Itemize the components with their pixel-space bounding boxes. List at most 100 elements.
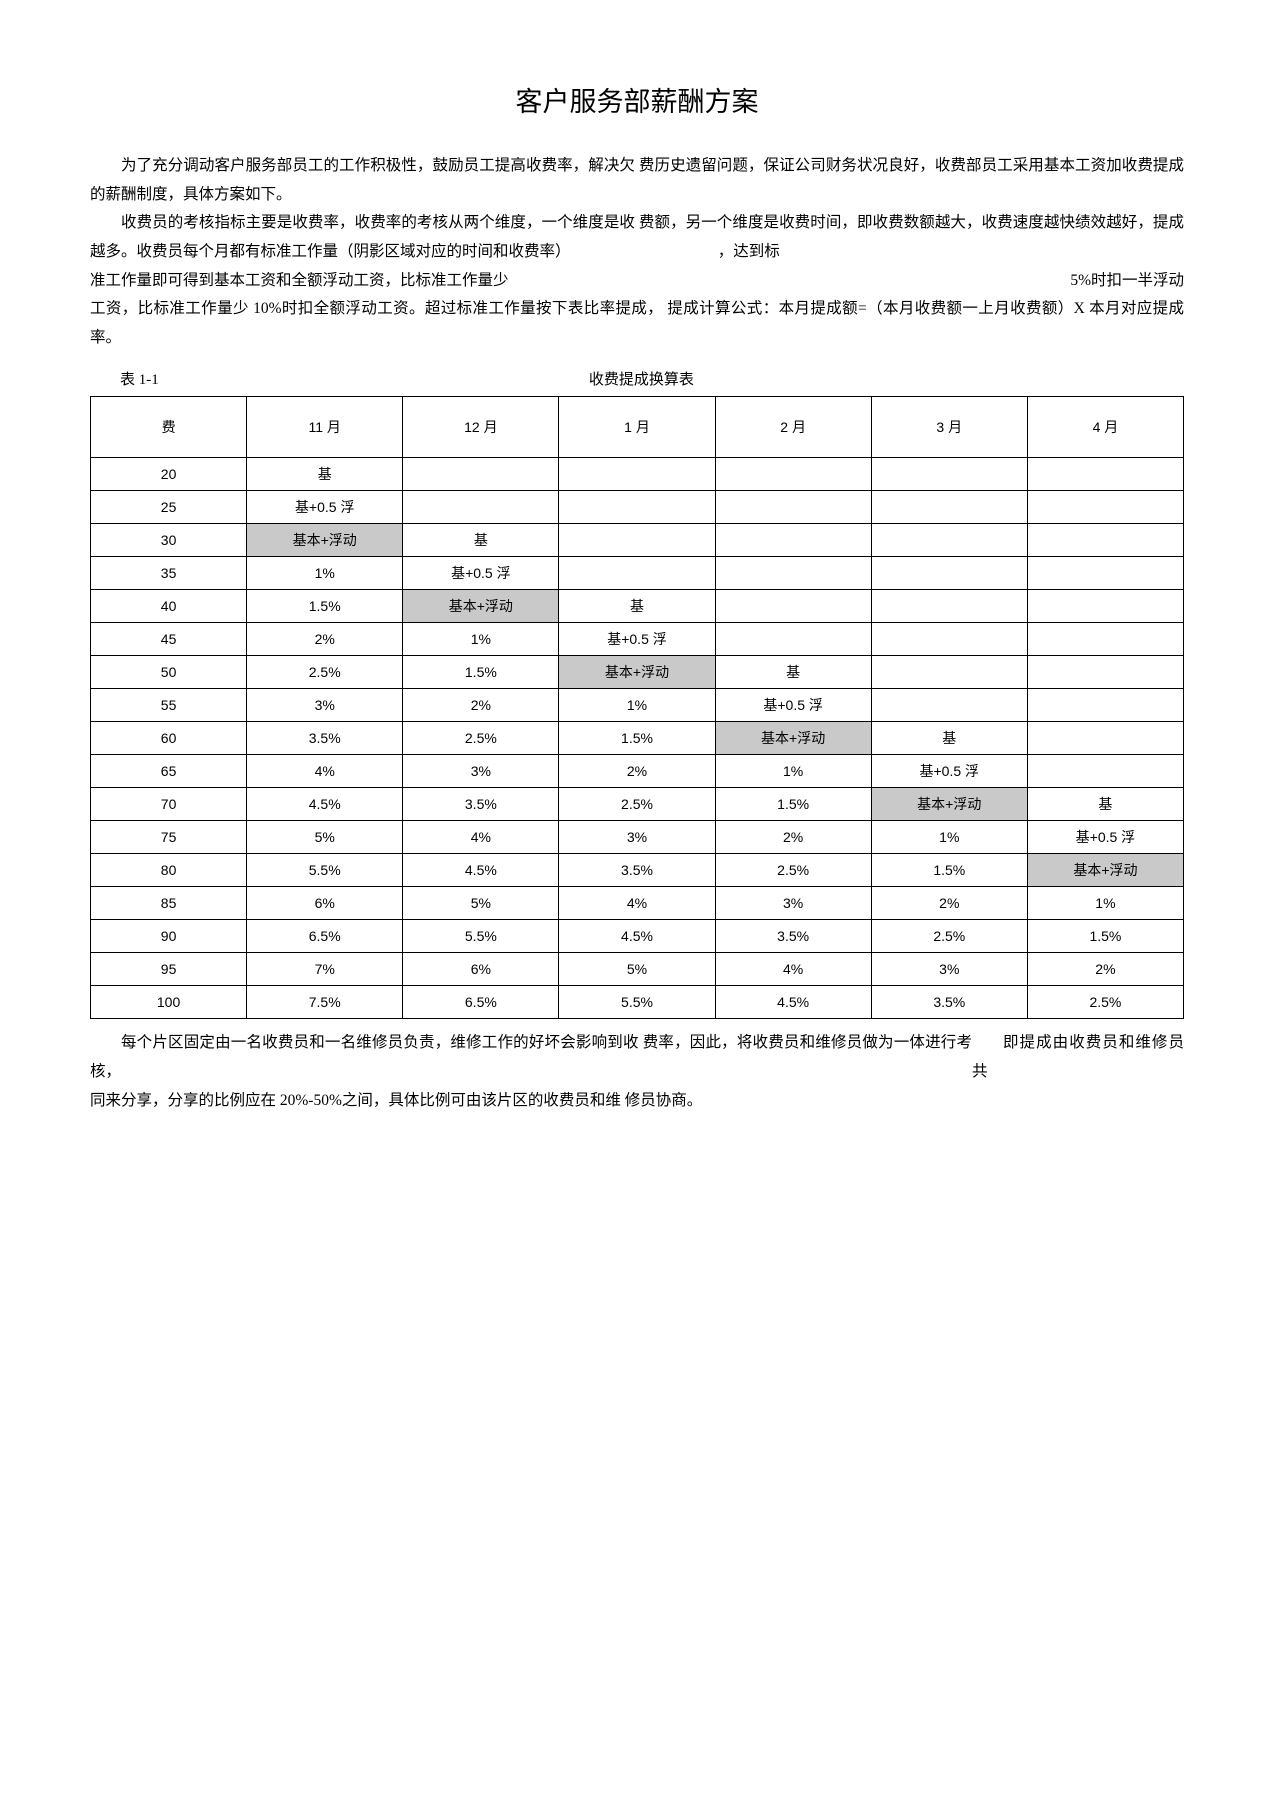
table-cell bbox=[559, 557, 715, 590]
table-cell: 基 bbox=[247, 458, 403, 491]
table-cell: 6% bbox=[247, 887, 403, 920]
table-cell: 2% bbox=[1027, 953, 1183, 986]
table-row: 957%6%5%4%3%2% bbox=[91, 953, 1184, 986]
table-cell: 1.5% bbox=[247, 590, 403, 623]
table-row: 654%3%2%1%基+0.5 浮 bbox=[91, 755, 1184, 788]
table-cell: 基本+浮动 bbox=[871, 788, 1027, 821]
table-cell: 4.5% bbox=[559, 920, 715, 953]
table-cell: 1% bbox=[1027, 887, 1183, 920]
table-header-cell: 4 月 bbox=[1027, 397, 1183, 458]
table-cell bbox=[871, 623, 1027, 656]
table-cell bbox=[715, 491, 871, 524]
table-cell: 95 bbox=[91, 953, 247, 986]
table-row: 25基+0.5 浮 bbox=[91, 491, 1184, 524]
table-head: 费11 月12 月1 月2 月3 月4 月 bbox=[91, 397, 1184, 458]
text-run: 5%时扣一半浮动 bbox=[1070, 267, 1184, 296]
table-cell bbox=[715, 590, 871, 623]
table-cell: 65 bbox=[91, 755, 247, 788]
table-cell: 1.5% bbox=[1027, 920, 1183, 953]
table-cell bbox=[715, 623, 871, 656]
table-header-cell: 费 bbox=[91, 397, 247, 458]
table-cell: 基+0.5 浮 bbox=[403, 557, 559, 590]
table-cell: 55 bbox=[91, 689, 247, 722]
table-cell: 3% bbox=[247, 689, 403, 722]
paragraph-footer-a: 每个片区固定由一名收费员和一名维修员负责，维修工作的好坏会影响到收 费率，因此，… bbox=[90, 1029, 1184, 1086]
table-cell: 2.5% bbox=[559, 788, 715, 821]
table-cell: 60 bbox=[91, 722, 247, 755]
page-title: 客户服务部薪酬方案 bbox=[90, 78, 1184, 128]
table-cell: 3.5% bbox=[559, 854, 715, 887]
paragraph-body-a: 收费员的考核指标主要是收费率，收费率的考核从两个维度，一个维度是收 费额，另一个… bbox=[90, 209, 1184, 266]
table-row: 401.5%基本+浮动基 bbox=[91, 590, 1184, 623]
table-cell: 6% bbox=[403, 953, 559, 986]
table-header-cell: 12 月 bbox=[403, 397, 559, 458]
table-cell: 6.5% bbox=[403, 986, 559, 1019]
table-cell bbox=[871, 656, 1027, 689]
table-cell: 5% bbox=[559, 953, 715, 986]
table-row: 452%1%基+0.5 浮 bbox=[91, 623, 1184, 656]
table-cell: 基+0.5 浮 bbox=[871, 755, 1027, 788]
table-cell: 4.5% bbox=[715, 986, 871, 1019]
table-header-cell: 11 月 bbox=[247, 397, 403, 458]
table-cell: 5.5% bbox=[247, 854, 403, 887]
paragraph-intro: 为了充分调动客户服务部员工的工作积极性，鼓励员工提高收费率，解决欠 费历史遗留问… bbox=[90, 152, 1184, 209]
table-cell: 基本+浮动 bbox=[559, 656, 715, 689]
table-row: 603.5%2.5%1.5%基本+浮动基 bbox=[91, 722, 1184, 755]
table-row: 30基本+浮动基 bbox=[91, 524, 1184, 557]
table-row: 502.5%1.5%基本+浮动基 bbox=[91, 656, 1184, 689]
table-cell bbox=[559, 491, 715, 524]
table-cell bbox=[1027, 458, 1183, 491]
table-cell: 基+0.5 浮 bbox=[559, 623, 715, 656]
table-cell bbox=[871, 491, 1027, 524]
table-cell: 基+0.5 浮 bbox=[1027, 821, 1183, 854]
table-cell: 25 bbox=[91, 491, 247, 524]
table-row: 351%基+0.5 浮 bbox=[91, 557, 1184, 590]
table-cell bbox=[871, 458, 1027, 491]
table-cell: 75 bbox=[91, 821, 247, 854]
table-cell bbox=[871, 689, 1027, 722]
table-cell: 1% bbox=[403, 623, 559, 656]
table-cell: 1% bbox=[715, 755, 871, 788]
table-cell: 7% bbox=[247, 953, 403, 986]
paragraph-body-c: 准工作量即可得到基本工资和全额浮动工资，比标准工作量少 5%时扣一半浮动 bbox=[90, 267, 1184, 296]
table-cell: 1.5% bbox=[715, 788, 871, 821]
table-cell: 1.5% bbox=[559, 722, 715, 755]
table-cell: 基本+浮动 bbox=[715, 722, 871, 755]
table-cell: 4% bbox=[403, 821, 559, 854]
text-run: 每个片区固定由一名收费员和一名维修员负责，维修工作的好坏会影响到收 费率，因此，… bbox=[90, 1029, 972, 1086]
table-row: 805.5%4.5%3.5%2.5%1.5%基本+浮动 bbox=[91, 854, 1184, 887]
table-cell: 50 bbox=[91, 656, 247, 689]
table-title: 收费提成换算表 bbox=[159, 367, 1184, 395]
table-cell: 基 bbox=[871, 722, 1027, 755]
table-cell: 2% bbox=[559, 755, 715, 788]
table-cell: 4% bbox=[247, 755, 403, 788]
table-cell bbox=[871, 557, 1027, 590]
table-cell: 3% bbox=[871, 953, 1027, 986]
text-run: 收费员的考核指标主要是收费率，收费率的考核从两个维度，一个维度是收 费额，另一个… bbox=[90, 214, 1184, 260]
table-cell bbox=[559, 458, 715, 491]
table-cell bbox=[1027, 524, 1183, 557]
table-cell: 6.5% bbox=[247, 920, 403, 953]
table-header-cell: 1 月 bbox=[559, 397, 715, 458]
table-cell: 2.5% bbox=[871, 920, 1027, 953]
table-cell bbox=[1027, 590, 1183, 623]
table-cell: 2.5% bbox=[1027, 986, 1183, 1019]
table-row: 704.5%3.5%2.5%1.5%基本+浮动基 bbox=[91, 788, 1184, 821]
table-cell: 45 bbox=[91, 623, 247, 656]
table-cell: 1% bbox=[247, 557, 403, 590]
table-cell: 3.5% bbox=[715, 920, 871, 953]
table-cell: 基本+浮动 bbox=[247, 524, 403, 557]
table-cell: 20 bbox=[91, 458, 247, 491]
table-cell: 3% bbox=[559, 821, 715, 854]
table-cell: 4% bbox=[559, 887, 715, 920]
text-run: 准工作量即可得到基本工资和全额浮动工资，比标准工作量少 bbox=[90, 267, 509, 296]
table-cell: 40 bbox=[91, 590, 247, 623]
table-cell: 3% bbox=[715, 887, 871, 920]
table-cell: 2% bbox=[871, 887, 1027, 920]
table-row: 856%5%4%3%2%1% bbox=[91, 887, 1184, 920]
table-cell: 7.5% bbox=[247, 986, 403, 1019]
table-cell: 70 bbox=[91, 788, 247, 821]
table-cell: 30 bbox=[91, 524, 247, 557]
table-cell bbox=[715, 458, 871, 491]
table-cell: 3.5% bbox=[403, 788, 559, 821]
